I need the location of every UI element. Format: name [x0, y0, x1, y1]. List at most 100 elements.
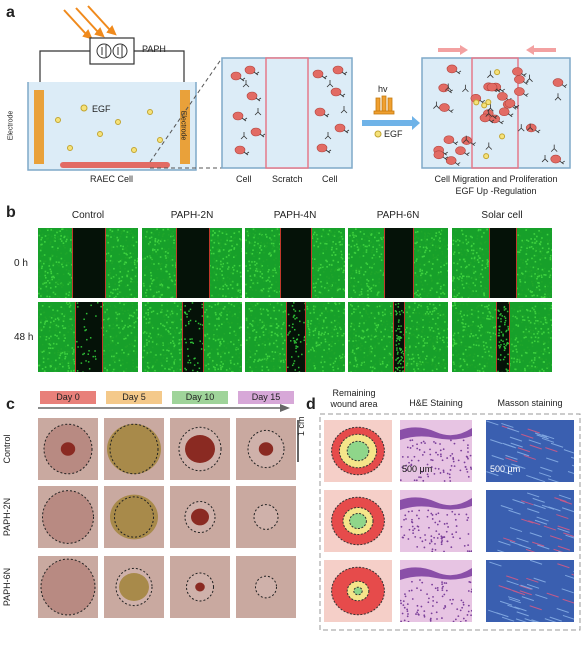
masson-texture	[497, 492, 574, 552]
electrode-right-label: Electrode	[179, 110, 187, 141]
panel-c-row-0: Control	[2, 434, 12, 464]
paph-label: PAPH	[142, 44, 166, 54]
masson-texture	[486, 420, 574, 482]
panel-c-label: c	[6, 396, 15, 413]
wound-outline	[43, 423, 93, 475]
he-scale-label: 500 μm	[402, 464, 433, 474]
migrated-cells	[497, 302, 509, 372]
scratch-gap	[496, 302, 510, 372]
remaining-wound-0	[324, 420, 392, 482]
wound-photo-1-2	[170, 486, 230, 548]
micrograph-1-3	[348, 302, 448, 372]
scratch-gap	[75, 302, 103, 372]
scratch-label: Scratch	[272, 174, 303, 184]
migrated-cells	[394, 302, 404, 372]
scratch-gap	[72, 228, 106, 298]
wound-photo-1-0	[38, 486, 98, 548]
wound-outline	[40, 558, 96, 616]
egf-label: EGF	[92, 104, 111, 114]
he-texture	[400, 497, 472, 552]
migrated-cells	[287, 302, 305, 372]
panel-b-row-0: 0 h	[14, 258, 28, 269]
wound-outline	[115, 567, 153, 607]
wound-photo-0-0	[38, 418, 98, 480]
remaining-wound-1	[324, 490, 392, 552]
day-tag-1: Day 5	[106, 391, 162, 404]
panel-c-row-2: PAPH-6N	[2, 567, 12, 607]
wound-photo-2-1	[104, 556, 164, 618]
scratch-gap	[286, 302, 306, 372]
micrograph-0-1	[142, 228, 242, 298]
electrode-left-label: Electrode	[7, 110, 15, 141]
panel-b-col-2: PAPH-4N	[273, 210, 317, 221]
wound-photo-0-1	[104, 418, 164, 480]
scratch-gap	[384, 228, 414, 298]
wound-outline	[186, 572, 214, 602]
egf-legend-label: EGF	[384, 129, 403, 139]
panel-b-col-1: PAPH-2N	[170, 210, 214, 221]
raec-label: RAEC Cell	[90, 174, 134, 184]
panel-d-label: d	[306, 396, 316, 413]
day-tag-3: Day 15	[238, 391, 294, 404]
wound-photo-0-2	[170, 418, 230, 480]
he-staining-0	[400, 420, 472, 482]
wound-outline	[42, 490, 94, 544]
day-tag-0: Day 0	[40, 391, 96, 404]
he-staining-2	[400, 560, 472, 622]
wound-outline	[253, 504, 279, 530]
panel-c-row-1: PAPH-2N	[2, 497, 12, 537]
wound-area-diagram	[331, 426, 385, 476]
wound-area-diagram	[331, 496, 385, 546]
wound-photo-1-3	[236, 486, 296, 548]
result-line1: Cell Migration and Proliferation	[434, 174, 558, 184]
micrograph-0-3	[348, 228, 448, 298]
masson-staining-0	[486, 420, 574, 482]
day-tag-2: Day 10	[172, 391, 228, 404]
cell-right-label: Cell	[322, 174, 338, 184]
scratch-gap	[176, 228, 210, 298]
remaining-wound-title: Remaining wound area	[330, 388, 378, 409]
wound-outline	[178, 426, 222, 472]
micrograph-0-2	[245, 228, 345, 298]
wound-photo-2-0	[38, 556, 98, 618]
micrograph-0-4	[452, 228, 552, 298]
panel-b-col-0: Control	[71, 210, 105, 221]
scratch-gap	[182, 302, 204, 372]
he-staining-title: H&E Staining	[409, 398, 463, 408]
scratch-gap	[280, 228, 312, 298]
micrograph-1-1	[142, 302, 242, 372]
micrograph-1-0	[38, 302, 138, 372]
wound-photo-1-1	[104, 486, 164, 548]
wound-photo-0-3	[236, 418, 296, 480]
result-line2: EGF Up -Regulation	[455, 186, 537, 196]
remaining-wound-2	[324, 560, 392, 622]
he-texture	[400, 567, 472, 622]
wound-outline	[110, 494, 158, 540]
wound-photo-2-2	[170, 556, 230, 618]
micrograph-1-2	[245, 302, 345, 372]
wound-area-diagram	[331, 566, 385, 616]
panel-b-label: b	[6, 204, 16, 221]
micrograph-1-4	[452, 302, 552, 372]
panel-a-device-svg	[27, 5, 571, 171]
wound-outline	[255, 575, 277, 599]
panel-b-col-3: PAPH-6N	[376, 210, 420, 221]
panel-b-row-1: 48 h	[14, 332, 34, 343]
wound-outline	[107, 423, 161, 475]
wound-outline	[247, 429, 285, 469]
micrograph-0-0	[38, 228, 138, 298]
masson-staining-1	[486, 490, 574, 552]
hv-label: hv	[378, 84, 388, 94]
masson-staining-title: Masson staining	[497, 398, 563, 408]
scratch-gap	[393, 302, 405, 372]
panel-a-cells-svg	[230, 64, 568, 166]
cell-left-label: Cell	[236, 174, 252, 184]
masson-texture	[488, 560, 574, 622]
panel-a-label: a	[6, 4, 15, 21]
migrated-cells	[183, 302, 203, 372]
panel-b-col-4: Solar cell	[481, 210, 523, 221]
scratch-gap	[489, 228, 517, 298]
he-staining-1	[400, 490, 472, 552]
migrated-cells	[76, 302, 102, 372]
fluorescence-texture	[452, 302, 552, 372]
